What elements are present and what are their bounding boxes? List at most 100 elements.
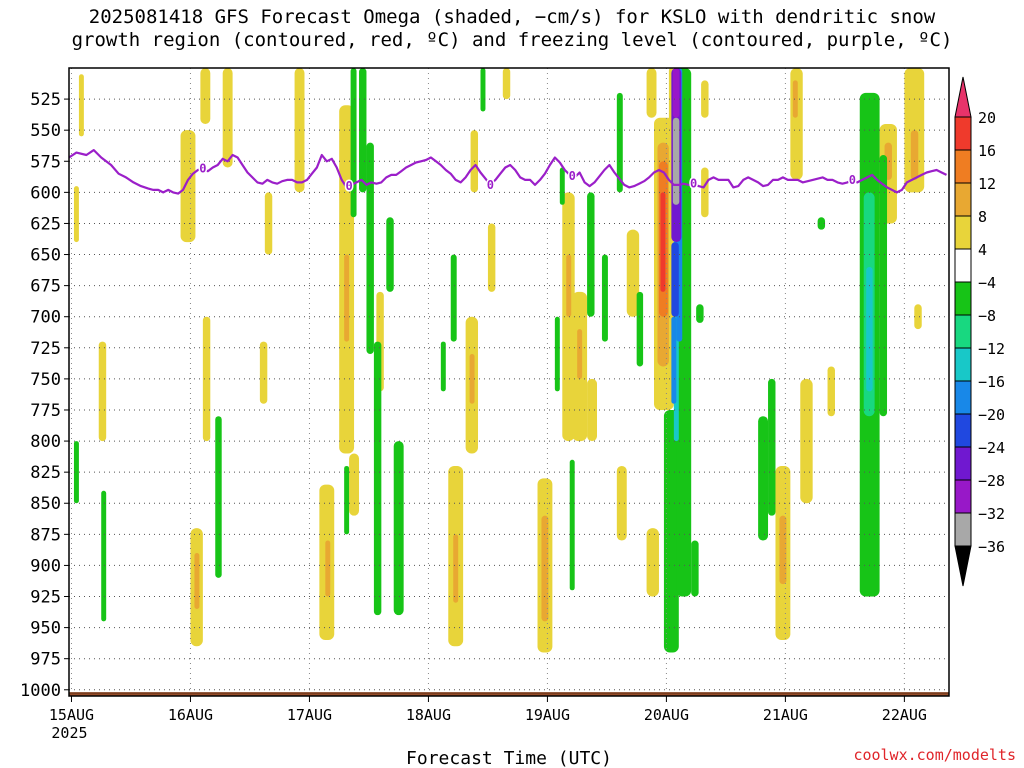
colorbar: 20 16 12 8 4 −4 −8 −12 −16 −20 −24 −28 −32 −36 [954,76,1005,587]
colorbar-label: −12 [978,340,1005,358]
colorbar-label: 16 [978,142,996,160]
colorbar-label: 12 [978,175,996,193]
colorbar-label: 20 [978,109,996,127]
x-axis-label: Forecast Time (UTC) [406,748,612,768]
omega-cell [616,465,627,541]
chart-title: 2025081418 GFS Forecast Omega (shaded, −… [0,6,1024,52]
omega-cell [779,515,787,585]
colorbar-segment [954,380,972,415]
omega-cell [502,68,511,100]
omega-cell [663,409,679,653]
omega-cell [672,68,680,118]
omega-cell [691,540,699,597]
omega-cell [800,378,813,504]
omega-cell [264,192,273,255]
colorbar-label: −20 [978,406,1005,424]
omega-cell [200,68,211,124]
y-tick-label: 575 [30,152,61,172]
colorbar-label: 8 [978,208,987,226]
omega-cell [350,68,357,218]
colorbar-segment [954,347,972,382]
omega-cell [569,459,575,591]
colorbar-segment [954,149,972,184]
y-tick-label: 775 [30,401,61,421]
omega-cell [222,68,233,168]
colorbar-label: −28 [978,472,1005,490]
omega-cell [672,117,680,205]
omega-cell [366,142,374,355]
x-tick-label: 21AUG [763,706,808,724]
colorbar-top-arrow [954,76,972,118]
omega-cell [817,217,826,230]
y-tick-label: 525 [30,90,61,110]
omega-cell [577,329,583,379]
colorbar-segment [954,281,972,316]
omega-cell [601,254,608,342]
omega-cell [325,540,331,597]
omega-cell [671,242,679,317]
omega-cell [554,316,560,392]
y-tick-label: 900 [30,556,61,576]
omega-cell [696,304,704,323]
omega-cell [879,155,888,417]
colorbar-label: −32 [978,505,1005,523]
grid-lines [69,68,949,696]
source-url: coolwx.com/modelts [853,746,1016,764]
omega-cell [386,217,394,292]
omega-cell [827,366,835,417]
omega-cell [541,515,549,622]
colorbar-segment [954,512,972,547]
omega-cell [671,316,677,404]
colorbar-segment [954,314,972,349]
colorbar-label: −16 [978,373,1005,391]
x-tick-sublabel: 2025 [51,724,87,742]
freezing-level-contour: 0 0 0 0 0 0 [68,149,947,195]
omega-cell [910,130,919,180]
omega-cell [646,528,659,597]
y-tick-label: 850 [30,494,61,514]
omega-cell [562,192,575,442]
y-tick-label: 800 [30,432,61,452]
y-tick-label: 1000 [20,681,61,701]
omega-cell [101,490,107,622]
omega-cell [626,229,640,317]
omega-cell [792,80,798,118]
x-tick-label: 16AUG [168,706,213,724]
colorbar-segment [954,479,972,514]
omega-cell [566,254,572,317]
y-tick-label: 550 [30,121,61,141]
title-line-2: growth region (contoured, red, ºC) and f… [71,29,953,51]
omega-cell [453,534,459,603]
freezing-level-label: 0 [690,177,697,191]
ground-strip [69,692,949,696]
colorbar-segment [954,116,972,151]
omega-cell [469,354,475,404]
colorbar-segment [954,182,972,217]
y-tick-label: 825 [30,463,61,483]
x-tick-label: 17AUG [287,706,332,724]
omega-cell [344,465,350,535]
colorbar-label: 4 [978,241,987,259]
omega-cell [758,416,769,541]
omega-cell [73,441,79,504]
omega-cell [559,167,565,205]
colorbar-label: −4 [978,274,996,292]
freezing-level-label: 0 [849,173,856,187]
x-tick-label: 15AUG [49,706,94,724]
omega-cell [480,68,486,112]
freezing-level-label: 0 [487,178,494,192]
omega-cell [393,441,404,616]
freezing-level-label: 0 [199,162,206,176]
omega-cell [98,341,107,442]
omega-cell [866,266,873,392]
omega-cell [587,378,597,442]
x-tick-label: 18AUG [406,706,451,724]
freezing-level-label: 0 [345,179,352,193]
omega-cell [636,291,644,367]
y-tick-label: 650 [30,246,61,266]
y-tick-label: 750 [30,370,61,390]
omega-cell [78,74,84,137]
y-tick-label: 950 [30,619,61,639]
